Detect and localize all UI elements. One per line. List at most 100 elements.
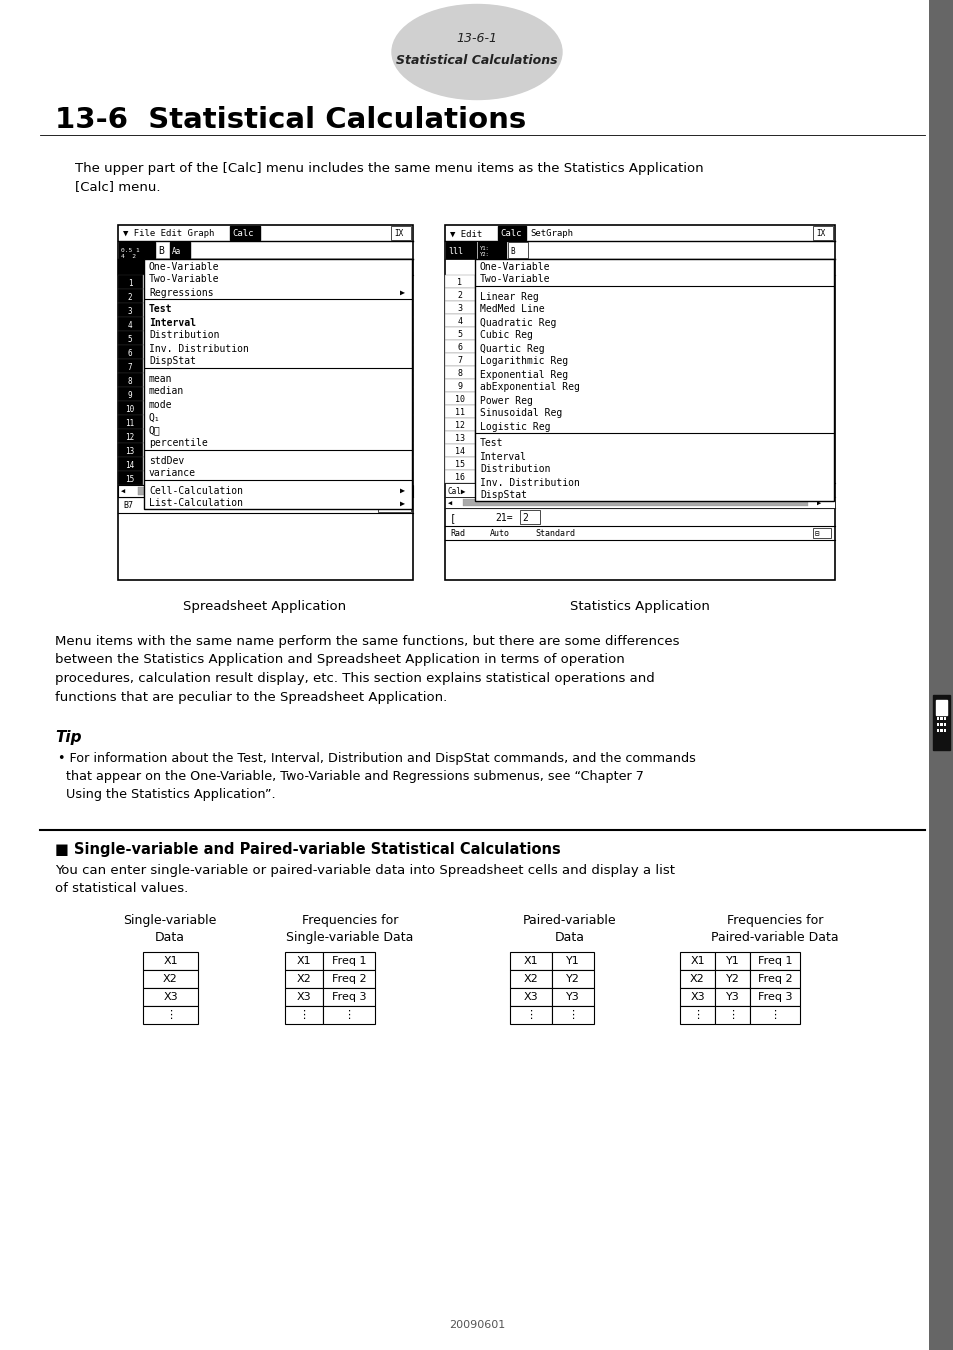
Text: Quadratic Reg: Quadratic Reg [479,317,556,328]
Text: The upper part of the [Calc] menu includes the same menu items as the Statistics: The upper part of the [Calc] menu includ… [75,162,703,193]
Text: ▶: ▶ [399,288,405,297]
Bar [143,1006,198,1025]
Bar [444,458,475,470]
Text: Single-variable
Data: Single-variable Data [123,914,216,944]
Text: X1: X1 [163,956,177,967]
Bar [118,302,143,317]
Text: Interval: Interval [149,317,195,328]
Bar [143,289,412,302]
Bar [510,1006,552,1025]
Bar [519,510,539,524]
Text: X2: X2 [523,973,537,984]
Bar [118,485,413,497]
Text: ■ Single-variable and Paired-variable Statistical Calculations: ■ Single-variable and Paired-variable St… [55,842,560,857]
Text: 4  2: 4 2 [121,254,136,258]
Bar [143,387,412,401]
Bar [118,275,143,289]
Text: 13: 13 [125,447,134,455]
Bar [749,952,800,971]
Text: Y2:: Y2: [479,251,489,256]
Text: 2: 2 [521,513,527,522]
Text: Frequencies for
Single-variable Data: Frequencies for Single-variable Data [286,914,414,944]
Text: X3: X3 [163,992,177,1002]
Bar [444,275,475,288]
Bar [118,401,143,414]
Bar [143,401,412,414]
Text: Calc: Calc [499,230,521,239]
Text: 7: 7 [128,363,132,371]
Text: X1: X1 [689,956,704,967]
Bar [143,952,198,971]
Bar [444,225,834,580]
Text: X2: X2 [296,973,311,984]
Ellipse shape [392,4,561,100]
Bar [936,717,939,720]
Text: 15: 15 [455,460,464,468]
Bar [446,242,476,258]
Text: Calc: Calc [232,230,253,239]
Text: list: list [482,263,504,273]
Bar [118,443,143,458]
Text: Spreadsheet Application: Spreadsheet Application [183,599,346,613]
Bar [444,405,475,418]
Text: DispStat: DispStat [149,356,195,366]
Text: Rad: Rad [450,529,464,539]
Bar [444,352,475,366]
Bar [444,497,834,508]
Bar [936,722,939,726]
Text: ▶: ▶ [397,489,402,495]
Text: 13: 13 [455,433,464,443]
Text: B7: B7 [123,501,132,510]
Bar [118,346,143,359]
Text: 15: 15 [125,474,134,483]
Text: • For information about the Test, Interval, Distribution and DispStat commands, : • For information about the Test, Interv… [58,752,695,801]
Text: Test: Test [149,305,172,315]
Text: Statistical Calculations: Statistical Calculations [395,54,558,66]
Bar [285,1006,323,1025]
Text: X3: X3 [523,992,537,1002]
Text: Y2: Y2 [725,973,739,984]
Text: Y3: Y3 [725,992,739,1002]
Bar [936,729,939,732]
Bar [118,429,143,443]
Text: 4: 4 [128,320,132,329]
Text: Distribution: Distribution [149,331,219,340]
Text: 0.5 1: 0.5 1 [121,248,139,254]
Bar [143,302,412,317]
Bar [118,387,143,401]
Bar [118,259,143,275]
Bar [285,952,323,971]
Bar [444,379,475,391]
Bar [510,952,552,971]
Text: Test: Test [479,439,503,448]
Text: 14: 14 [125,460,134,470]
Bar [143,429,412,443]
Bar [444,418,475,431]
Text: 4: 4 [457,317,462,325]
Text: 1: 1 [128,278,132,288]
Bar [444,301,475,315]
Bar [932,695,949,751]
Bar [118,471,143,485]
Bar [143,317,412,331]
Text: Auto: Auto [490,529,510,539]
Bar [679,988,714,1006]
Text: SetGraph: SetGraph [530,230,573,239]
Text: Cal▶: Cal▶ [448,486,466,495]
Text: A: A [274,263,279,273]
Bar [444,315,475,327]
Text: One-Variable: One-Variable [149,262,219,271]
Bar [143,359,412,373]
Bar [143,971,198,988]
Bar [444,366,475,379]
Bar [118,331,143,346]
Text: stdDev: stdDev [149,455,184,466]
Text: 21=: 21= [495,513,512,522]
Text: ⋮: ⋮ [343,1010,355,1021]
Bar [119,242,154,258]
Bar [143,373,412,387]
Bar [118,359,143,373]
Bar [943,722,945,726]
Bar [714,1006,749,1025]
Text: X1: X1 [523,956,537,967]
